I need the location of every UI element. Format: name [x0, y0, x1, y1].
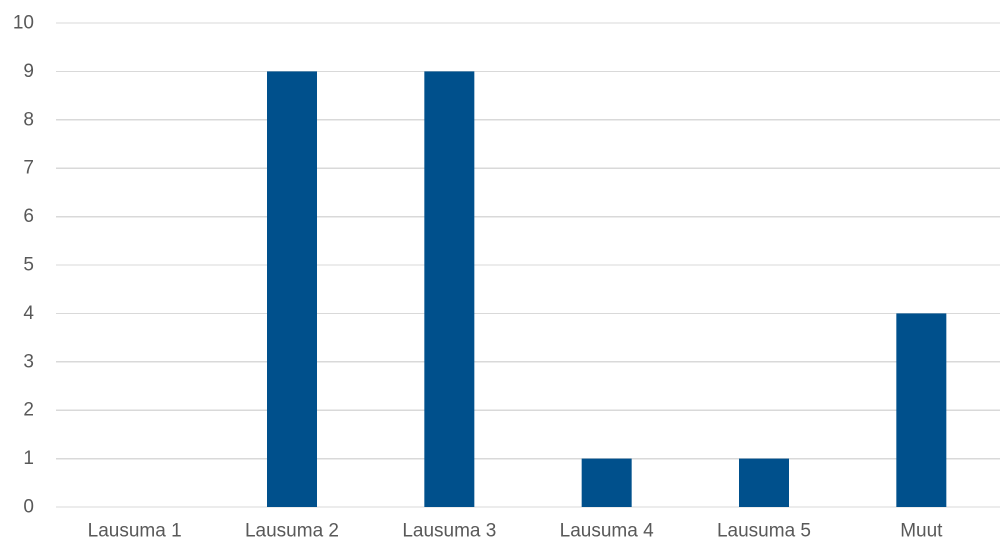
x-tick-label: Lausuma 5 — [717, 521, 811, 542]
y-tick-label: 3 — [23, 351, 34, 372]
x-tick-label: Lausuma 4 — [560, 521, 654, 542]
bar — [896, 313, 947, 507]
gridlines — [56, 22, 1000, 508]
y-tick-label: 8 — [23, 109, 34, 130]
y-tick-label: 4 — [23, 303, 34, 324]
y-tick-label: 1 — [23, 448, 34, 469]
bar — [424, 71, 475, 508]
x-tick-label: Lausuma 2 — [245, 521, 339, 542]
x-tick-label: Muut — [900, 521, 943, 542]
bars — [267, 71, 947, 508]
y-tick-label: 0 — [23, 497, 34, 518]
y-tick-label: 2 — [23, 400, 34, 421]
y-tick-label: 7 — [23, 158, 34, 179]
y-tick-label: 10 — [13, 13, 34, 34]
x-tick-label: Lausuma 3 — [402, 521, 496, 542]
bar — [267, 71, 317, 508]
bar — [739, 458, 789, 507]
y-tick-label: 9 — [23, 61, 34, 82]
x-axis: Lausuma 1 Lausuma 2 Lausuma 3 Lausuma 4 Laus… — [88, 521, 944, 542]
bar — [581, 458, 632, 507]
y-tick-label: 5 — [23, 255, 34, 276]
y-tick-label: 6 — [23, 206, 34, 227]
x-tick-label: Lausuma 1 — [88, 521, 182, 542]
y-axis: 0 1 2 3 4 5 6 7 8 9 10 — [13, 13, 35, 518]
